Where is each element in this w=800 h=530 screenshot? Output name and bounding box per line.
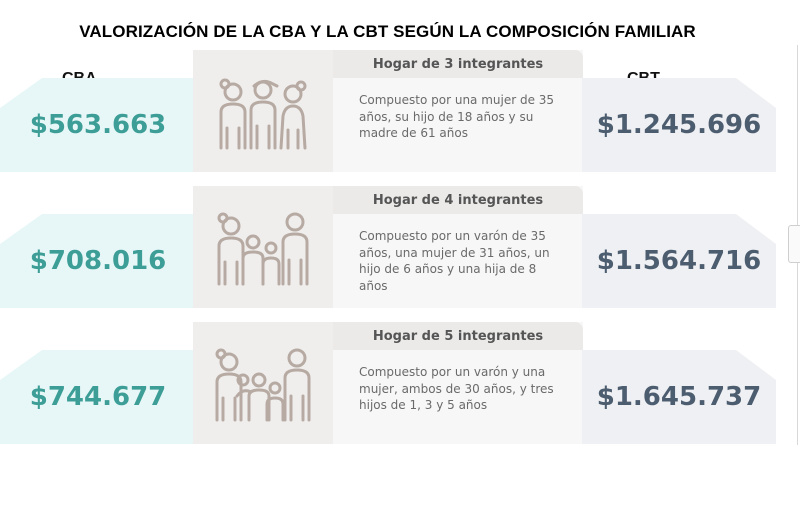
cba-band bbox=[0, 78, 196, 172]
household-row-3: $563.663 Hogar de 3 integrantes bbox=[0, 50, 800, 172]
cbt-band bbox=[582, 78, 776, 172]
household-description: Compuesto por un varón y una mujer, ambo… bbox=[359, 365, 554, 412]
household-description: Compuesto por una mujer de 35 años, su h… bbox=[359, 93, 555, 140]
cba-band bbox=[0, 214, 196, 308]
cba-value: $708.016 bbox=[29, 246, 167, 276]
household-heading: Hogar de 4 integrantes bbox=[333, 186, 583, 214]
cba-band bbox=[0, 350, 196, 444]
household-row-5: $744.677 bbox=[0, 322, 800, 444]
household-card: Hogar de 4 integrantes Compuesto por un … bbox=[193, 186, 583, 308]
household-heading: Hogar de 3 integrantes bbox=[333, 50, 583, 78]
household-card: Hogar de 5 integrantes Compuesto por un … bbox=[193, 322, 583, 444]
cba-value: $563.663 bbox=[29, 110, 167, 140]
cbt-value: $1.564.716 bbox=[596, 246, 762, 276]
family-of-3-icon bbox=[193, 50, 333, 172]
cbt-value: $1.645.737 bbox=[596, 382, 762, 412]
cbt-value: $1.245.696 bbox=[596, 110, 762, 140]
family-of-5-icon bbox=[193, 322, 333, 444]
cba-value: $744.677 bbox=[29, 382, 167, 412]
cbt-band bbox=[582, 214, 776, 308]
cbt-band bbox=[582, 350, 776, 444]
scroll-tab[interactable] bbox=[788, 225, 800, 263]
page-title: VALORIZACIÓN DE LA CBA Y LA CBT SEGÚN LA… bbox=[79, 22, 696, 41]
household-description: Compuesto por un varón de 35 años, una m… bbox=[359, 229, 550, 293]
household-heading: Hogar de 5 integrantes bbox=[333, 322, 583, 350]
household-card: Hogar de 3 integrantes Compuesto por una… bbox=[193, 50, 583, 172]
household-row-4: $708.016 Hogar de 4 integrantes bbox=[0, 186, 800, 308]
family-of-4-icon bbox=[193, 186, 333, 308]
